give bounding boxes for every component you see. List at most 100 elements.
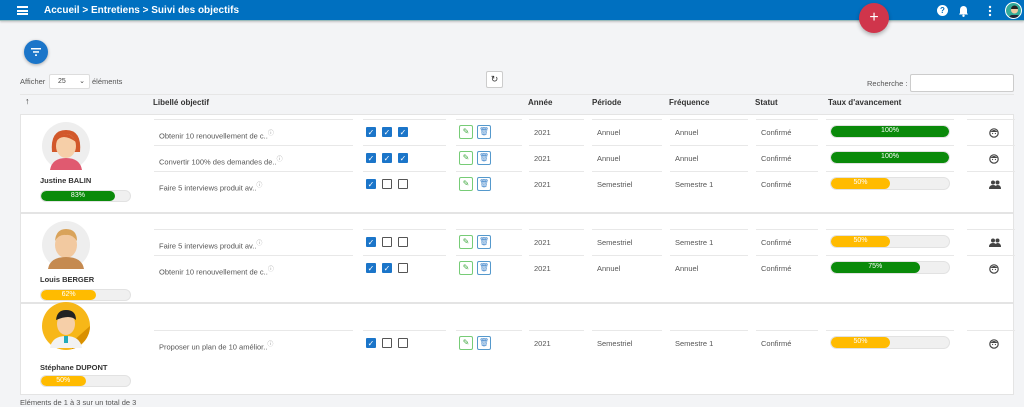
search-input[interactable] (910, 74, 1014, 92)
delete-button[interactable]: 🗑 (477, 235, 491, 249)
objective-row[interactable]: Convertir 100% des demandes de..ⓘ ✓ ✓ ✓ ✎ 🗑 20… (21, 145, 1015, 171)
info-icon[interactable]: ⓘ (267, 131, 274, 137)
edit-button[interactable]: ✎ (459, 336, 473, 350)
objective-row[interactable]: Faire 5 interviews produit av..ⓘ ✓ ✎ 🗑 2021 S… (21, 171, 1015, 197)
step-checkbox[interactable] (398, 179, 408, 189)
edit-button[interactable]: ✎ (459, 177, 473, 191)
step-checkbox[interactable]: ✓ (366, 179, 376, 189)
checks-cell: ✓ (363, 330, 446, 356)
person-icon[interactable] (989, 264, 999, 277)
objective-row[interactable]: Obtenir 10 renouvellement de c..ⓘ ✓ ✓ ✓ ✎ 🗑 20… (21, 119, 1015, 145)
person-icon[interactable] (989, 128, 999, 141)
frequency-cell: Semestre 1 (670, 229, 748, 255)
step-checkbox[interactable]: ✓ (366, 263, 376, 273)
objective-label-cell[interactable]: Proposer un plan de 10 amélior..ⓘ (154, 330, 353, 356)
objective-row[interactable]: Obtenir 10 renouvellement de c..ⓘ ✓ ✓ ✎ 🗑 202… (21, 255, 1015, 281)
column-header-status[interactable]: Statut (755, 98, 778, 107)
step-checkbox[interactable] (382, 179, 392, 189)
column-header-year[interactable]: Année (528, 98, 553, 107)
delete-button[interactable]: 🗑 (477, 177, 491, 191)
type-cell (967, 330, 1015, 356)
column-header-label[interactable]: Libellé objectif (153, 98, 210, 107)
sort-arrow-icon[interactable]: ↑ (25, 96, 30, 106)
help-icon[interactable]: ? (937, 5, 948, 16)
step-checkbox[interactable]: ✓ (366, 153, 376, 163)
delete-button[interactable]: 🗑 (477, 151, 491, 165)
objective-row[interactable]: Faire 5 interviews produit av..ⓘ ✓ ✎ 🗑 2021 S… (21, 229, 1015, 255)
edit-button[interactable]: ✎ (459, 151, 473, 165)
progress-cell: 50% (826, 229, 954, 255)
info-icon[interactable]: ⓘ (256, 183, 263, 189)
person-icon[interactable] (989, 339, 999, 352)
edit-button[interactable]: ✎ (459, 261, 473, 275)
delete-button[interactable]: 🗑 (477, 261, 491, 275)
step-checkbox[interactable]: ✓ (366, 237, 376, 247)
step-checkbox[interactable]: ✓ (366, 127, 376, 137)
objective-progress-fill: 50% (831, 236, 890, 247)
column-header-frequency[interactable]: Fréquence (669, 98, 710, 107)
objective-label-cell[interactable]: Faire 5 interviews produit av..ⓘ (154, 229, 353, 255)
year-cell: 2021 (529, 119, 584, 145)
step-checkbox[interactable] (382, 237, 392, 247)
more-options-icon[interactable] (988, 5, 992, 19)
step-checkbox[interactable] (398, 338, 408, 348)
info-icon[interactable]: ⓘ (267, 267, 274, 273)
status-cell: Confirmé (756, 145, 818, 171)
step-checkbox[interactable]: ✓ (398, 127, 408, 137)
objective-progress-bar: 100% (830, 151, 950, 164)
pagination-summary: Eléments de 1 à 3 sur un total de 3 (20, 398, 137, 407)
refresh-button[interactable]: ↻ (486, 71, 503, 88)
column-header-progress[interactable]: Taux d'avancement (828, 98, 902, 107)
objective-progress-bar: 100% (830, 125, 950, 138)
step-checkbox[interactable] (382, 338, 392, 348)
menu-icon[interactable] (17, 6, 28, 15)
progress-cell: 50% (826, 171, 954, 197)
period-cell: Annuel (592, 119, 662, 145)
delete-button[interactable]: 🗑 (477, 125, 491, 139)
step-checkbox[interactable]: ✓ (366, 338, 376, 348)
checks-cell: ✓ ✓ ✓ (363, 145, 446, 171)
objective-progress-bar: 50% (830, 235, 950, 248)
filter-button[interactable] (24, 40, 48, 64)
status-cell: Confirmé (756, 119, 818, 145)
delete-button[interactable]: 🗑 (477, 336, 491, 350)
objective-label-cell[interactable]: Faire 5 interviews produit av..ⓘ (154, 171, 353, 197)
employee-group: Louis BERGER 62% Faire 5 interviews produi… (20, 213, 1015, 303)
frequency-cell: Annuel (670, 255, 748, 281)
column-header-period[interactable]: Période (592, 98, 622, 107)
info-icon[interactable]: ⓘ (267, 342, 274, 348)
objective-label: Obtenir 10 renouvellement de c.. (159, 267, 268, 277)
step-checkbox[interactable]: ✓ (382, 153, 392, 163)
step-checkbox[interactable]: ✓ (382, 127, 392, 137)
step-checkbox[interactable] (398, 237, 408, 247)
objective-row[interactable]: Proposer un plan de 10 amélior..ⓘ ✓ ✎ 🗑 2021… (21, 330, 1015, 356)
objective-label: Obtenir 10 renouvellement de c.. (159, 131, 268, 141)
info-icon[interactable]: ⓘ (256, 241, 263, 247)
objective-label-cell[interactable]: Obtenir 10 renouvellement de c..ⓘ (154, 255, 353, 281)
add-button[interactable]: + (859, 3, 889, 33)
group-icon[interactable] (989, 238, 1001, 250)
objective-progress-fill: 100% (831, 152, 949, 163)
bell-icon[interactable] (958, 5, 969, 19)
year-cell: 2021 (529, 171, 584, 197)
person-icon[interactable] (989, 154, 999, 167)
frequency-cell: Semestre 1 (670, 171, 748, 197)
page-size-select[interactable]: 25 ⌄ (49, 74, 90, 89)
objective-progress-bar: 50% (830, 336, 950, 349)
year-cell: 2021 (529, 145, 584, 171)
step-checkbox[interactable]: ✓ (382, 263, 392, 273)
objective-label-cell[interactable]: Convertir 100% des demandes de..ⓘ (154, 145, 353, 171)
status-cell: Confirmé (756, 255, 818, 281)
group-icon[interactable] (989, 180, 1001, 192)
edit-button[interactable]: ✎ (459, 125, 473, 139)
step-checkbox[interactable]: ✓ (398, 153, 408, 163)
info-icon[interactable]: ⓘ (276, 157, 283, 163)
user-avatar[interactable] (1005, 2, 1022, 19)
actions-cell: ✎ 🗑 (456, 145, 522, 171)
period-cell: Semestriel (592, 330, 662, 356)
edit-button[interactable]: ✎ (459, 235, 473, 249)
status-cell: Confirmé (756, 229, 818, 255)
step-checkbox[interactable] (398, 263, 408, 273)
period-cell: Annuel (592, 255, 662, 281)
objective-label-cell[interactable]: Obtenir 10 renouvellement de c..ⓘ (154, 119, 353, 145)
